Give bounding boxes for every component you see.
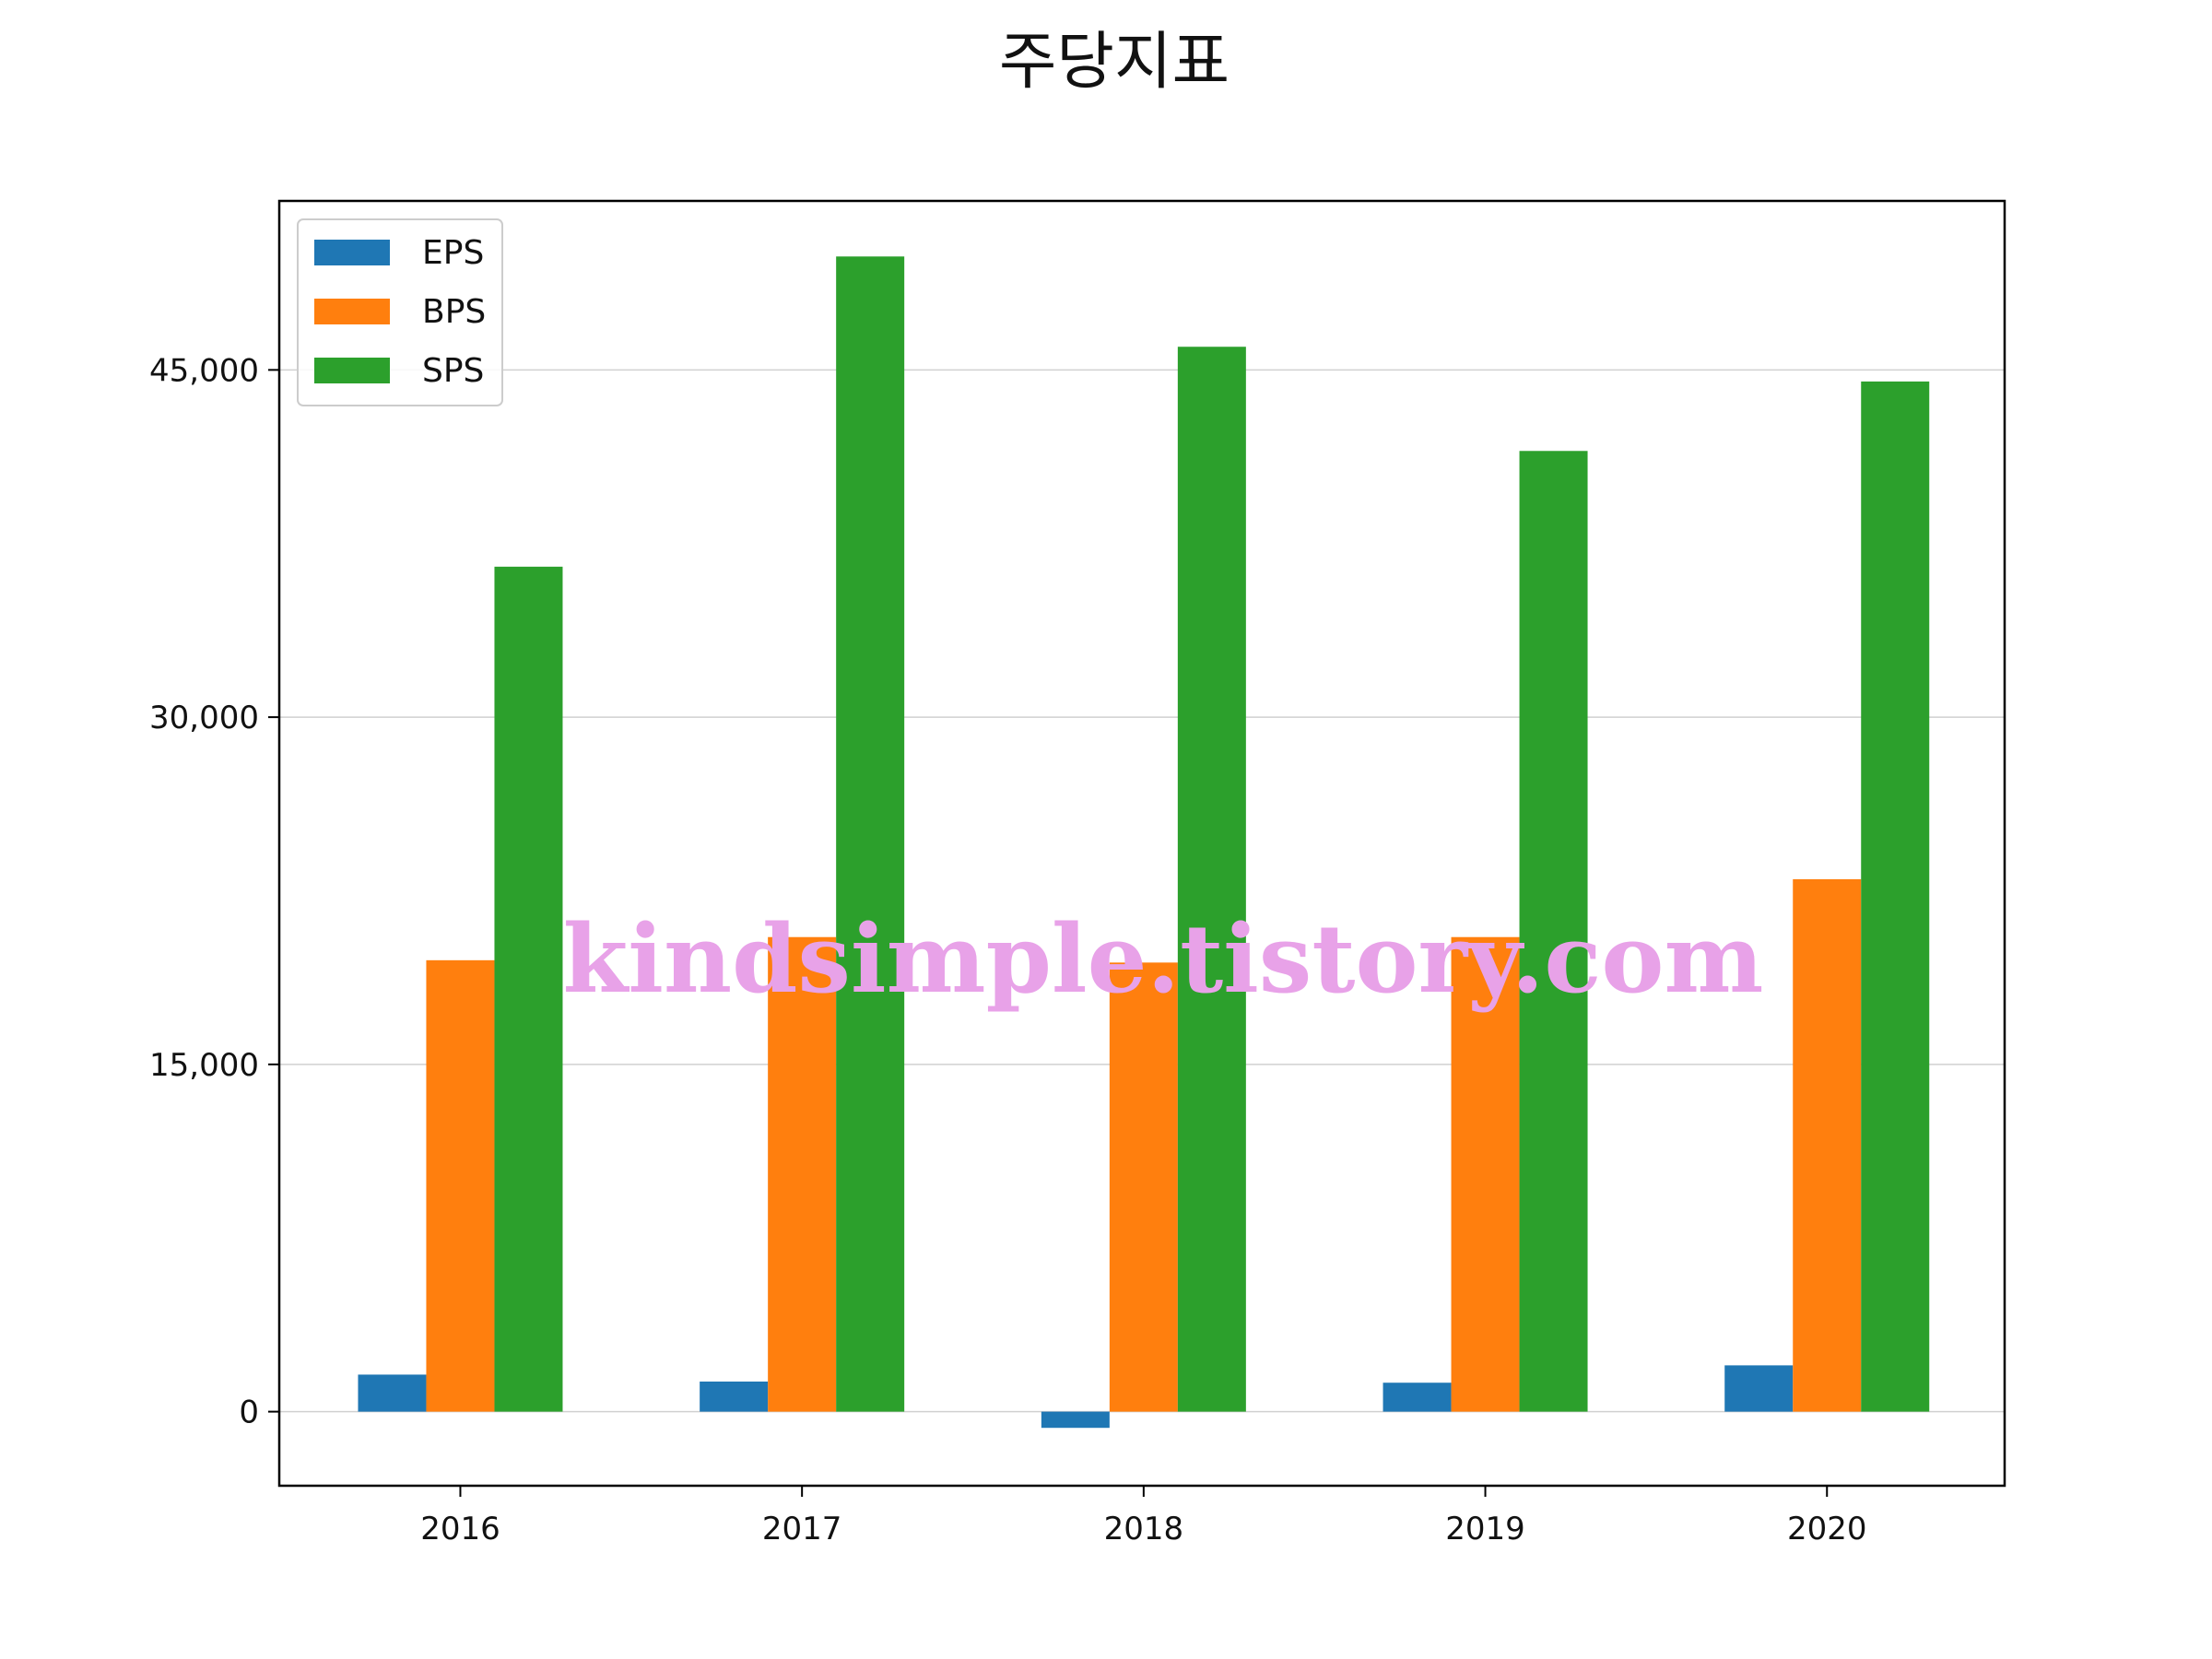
- legend-swatch-bps: [314, 299, 390, 324]
- bar-bps-2016: [426, 959, 495, 1412]
- chart-title: 주당지표: [999, 26, 1230, 99]
- x-tick-label: 2016: [420, 1511, 500, 1547]
- bar-eps-2018: [1041, 1411, 1110, 1429]
- y-tick-label: 0: [239, 1394, 259, 1431]
- y-tick-label: 15,000: [149, 1047, 259, 1084]
- legend-swatch-eps: [314, 240, 390, 265]
- legend-label-sps: SPS: [422, 352, 484, 390]
- y-axis: 0 15,000 30,000 45,000: [149, 352, 279, 1431]
- bar-sps-2019: [1519, 451, 1588, 1412]
- bar-sps-2017: [836, 256, 905, 1412]
- bar-eps-2020: [1724, 1365, 1794, 1412]
- legend: EPS BPS SPS: [297, 218, 503, 406]
- bar-eps-2016: [358, 1374, 427, 1412]
- bars: [358, 256, 1930, 1429]
- bar-bps-2017: [768, 936, 837, 1412]
- x-axis: 2016 2017 2018 2019 2020: [420, 1486, 1867, 1547]
- bar-eps-2019: [1382, 1382, 1452, 1412]
- bar-eps-2017: [700, 1381, 769, 1412]
- plot-frame: [277, 199, 2006, 1488]
- y-tick-label: 30,000: [149, 700, 259, 736]
- watermark-text: kindsimple.tistory.com: [563, 904, 1764, 1015]
- x-tick-label: 2018: [1104, 1511, 1184, 1547]
- legend-label-eps: EPS: [422, 234, 484, 272]
- bar-sps-2018: [1177, 347, 1246, 1412]
- legend-label-bps: BPS: [422, 293, 486, 331]
- legend-swatch-sps: [314, 358, 390, 383]
- bar-bps-2019: [1451, 936, 1520, 1412]
- bar-bps-2020: [1793, 878, 1862, 1412]
- x-tick-label: 2019: [1445, 1511, 1525, 1547]
- bar-bps-2018: [1109, 962, 1178, 1412]
- x-tick-label: 2020: [1787, 1511, 1867, 1547]
- x-tick-label: 2017: [762, 1511, 842, 1547]
- bar-sps-2020: [1861, 381, 1930, 1412]
- bar-sps-2016: [494, 566, 563, 1412]
- y-tick-label: 45,000: [149, 352, 259, 389]
